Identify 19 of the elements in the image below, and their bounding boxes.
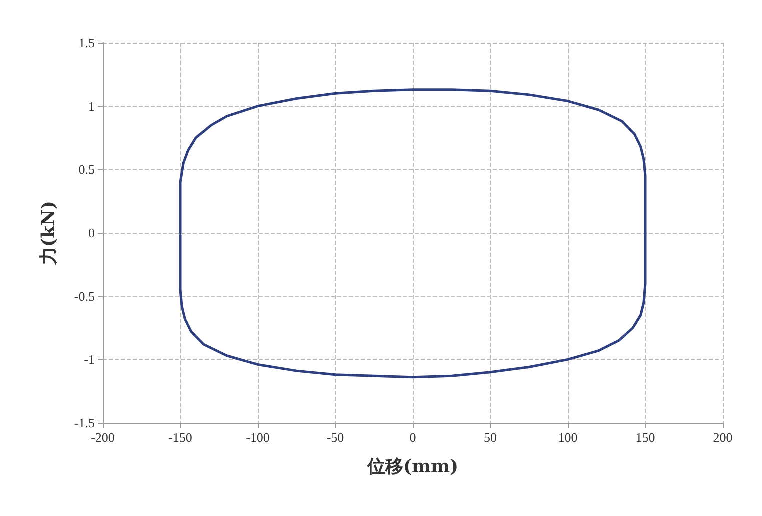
x-tick-label: 50: [484, 430, 497, 445]
x-tick-label: -50: [326, 430, 344, 445]
y-tick-label: -1.5: [74, 416, 95, 430]
y-tick-label: -1: [84, 352, 95, 368]
y-tick-label: 0: [88, 226, 95, 240]
y-axis-title: 力(kN): [38, 201, 60, 266]
x-tick-label: -100: [246, 430, 270, 445]
x-tick-label: 150: [636, 430, 656, 445]
y-tick-label: -0.5: [74, 288, 95, 304]
x-tick-label: -200: [91, 430, 115, 445]
y-tick-label: 1.5: [78, 36, 95, 50]
x-tick-label: -150: [168, 430, 192, 445]
x-tick-label: 200: [713, 430, 733, 445]
x-tick-label: 0: [410, 430, 416, 445]
x-axis-title: 位移(mm): [366, 456, 459, 478]
y-tick-label: 0.5: [78, 162, 95, 178]
y-tick-label: 1: [88, 98, 95, 114]
x-tick-label: 100: [558, 430, 578, 445]
line-series: [179, 88, 647, 379]
